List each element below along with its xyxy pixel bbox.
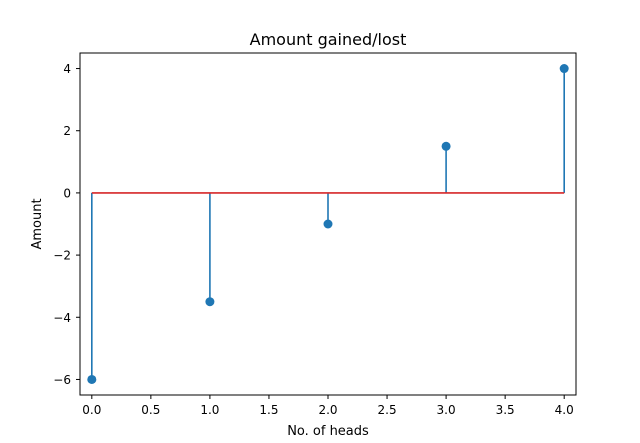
x-tick-label: 0.0 [82, 403, 101, 417]
y-tick-label: −6 [53, 373, 71, 387]
plot-area [87, 64, 569, 384]
x-tick-label: 0.5 [141, 403, 160, 417]
y-axis-label: Amount [30, 198, 45, 249]
x-axis-label: No. of heads [287, 424, 369, 439]
y-tick-label: 2 [63, 124, 71, 138]
y-tick-label: −4 [53, 311, 71, 325]
x-tick-label: 4.0 [555, 403, 574, 417]
stem-marker [87, 374, 97, 384]
x-tick-label: 3.0 [437, 403, 456, 417]
x-tick-label: 1.5 [259, 403, 278, 417]
stem-marker [323, 219, 333, 229]
stem-marker [205, 297, 215, 307]
y-tick-label: 4 [63, 62, 71, 76]
x-tick-label: 2.5 [378, 403, 397, 417]
x-tick-label: 3.5 [496, 403, 515, 417]
y-tick-label: −2 [53, 249, 71, 263]
stem-marker [441, 141, 451, 151]
x-tick-label: 1.0 [200, 403, 219, 417]
x-axis-ticks: 0.0 0.5 1.0 1.5 2.0 2.5 3.0 3.5 4.0 [82, 395, 574, 417]
stem-marker [559, 64, 569, 74]
y-axis-ticks: 4 2 0 −2 −4 −6 [53, 62, 80, 387]
y-tick-label: 0 [63, 186, 71, 200]
x-tick-label: 2.0 [318, 403, 337, 417]
chart-title: Amount gained/lost [250, 30, 407, 49]
